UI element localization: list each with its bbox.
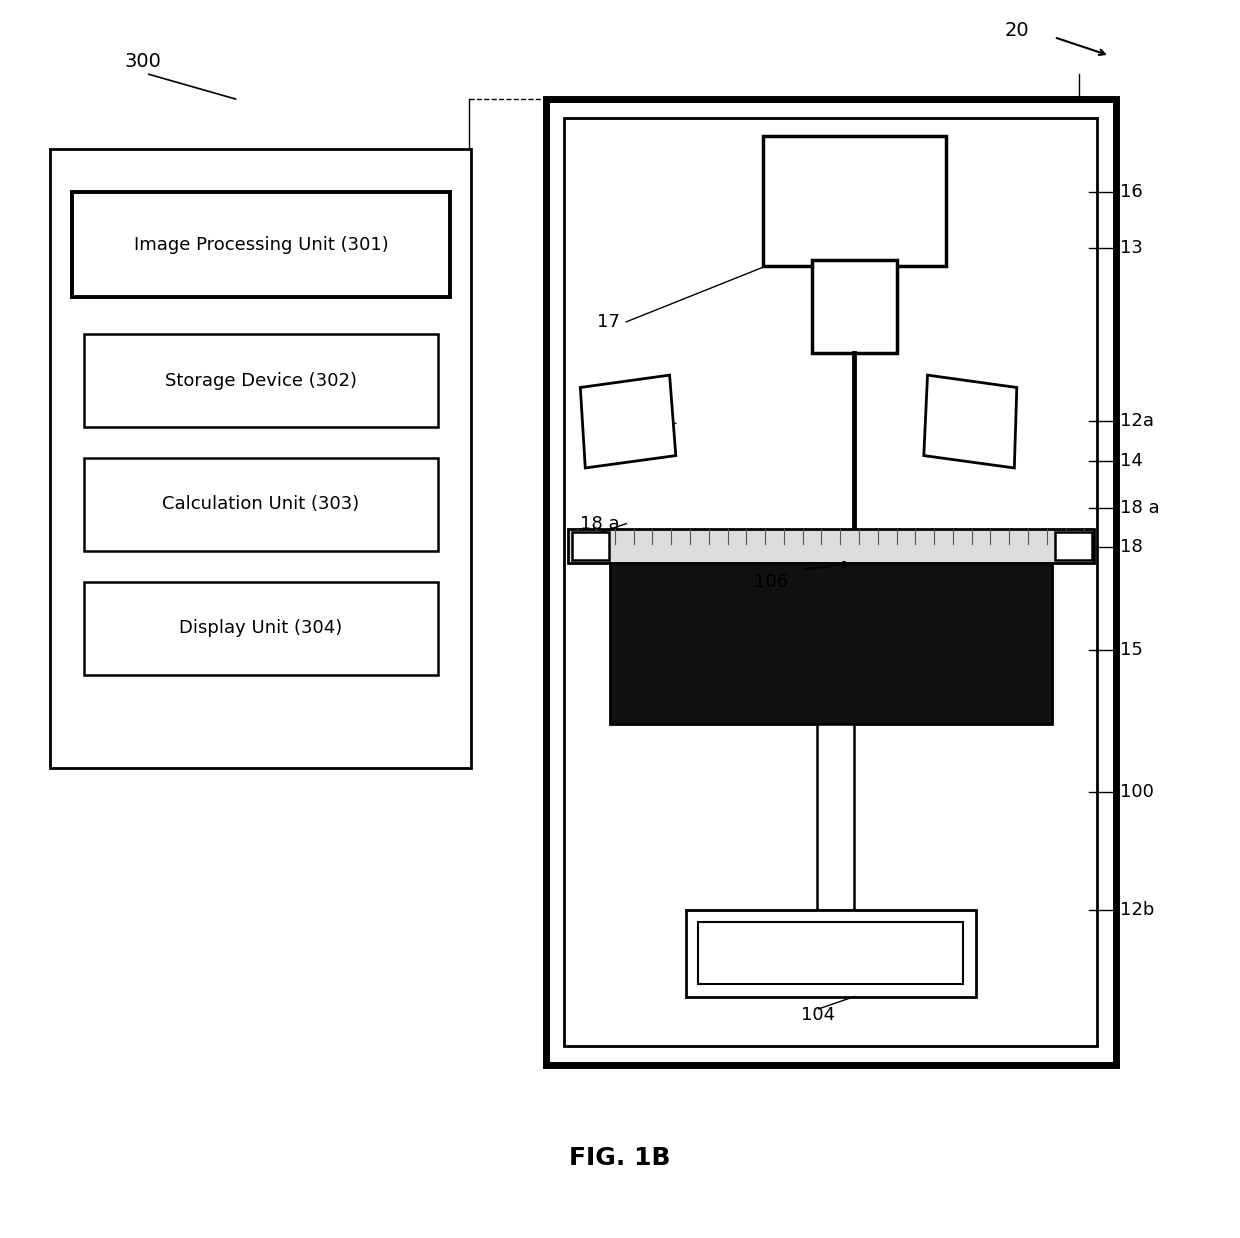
Text: 15: 15: [1120, 641, 1142, 659]
FancyBboxPatch shape: [763, 136, 946, 266]
Text: 18: 18: [1120, 539, 1142, 556]
Polygon shape: [580, 375, 676, 468]
FancyBboxPatch shape: [572, 532, 609, 560]
Text: 18 a: 18 a: [1120, 499, 1159, 516]
FancyBboxPatch shape: [50, 149, 471, 768]
FancyBboxPatch shape: [546, 99, 1116, 1065]
Text: 104: 104: [801, 1006, 836, 1024]
FancyBboxPatch shape: [686, 910, 976, 997]
FancyBboxPatch shape: [72, 192, 450, 297]
FancyBboxPatch shape: [84, 582, 438, 675]
Text: 16: 16: [1120, 183, 1142, 201]
FancyBboxPatch shape: [568, 529, 1094, 563]
FancyBboxPatch shape: [812, 260, 897, 353]
Text: 13: 13: [1120, 239, 1142, 256]
Text: 12a: 12a: [1120, 412, 1153, 430]
Text: 20: 20: [1004, 21, 1029, 41]
Text: 18 a: 18 a: [580, 515, 620, 532]
Text: 12b: 12b: [1120, 901, 1154, 919]
Text: Image Processing Unit (301): Image Processing Unit (301): [134, 235, 388, 254]
Text: 14: 14: [1120, 452, 1142, 469]
Text: FIG. 1B: FIG. 1B: [569, 1145, 671, 1170]
Text: Display Unit (304): Display Unit (304): [180, 619, 342, 638]
FancyBboxPatch shape: [698, 922, 963, 984]
Text: 100: 100: [1120, 784, 1153, 801]
FancyBboxPatch shape: [564, 118, 1097, 1046]
FancyBboxPatch shape: [84, 458, 438, 551]
Text: 106: 106: [754, 573, 789, 591]
FancyBboxPatch shape: [1055, 532, 1092, 560]
Text: Storage Device (302): Storage Device (302): [165, 371, 357, 390]
FancyBboxPatch shape: [817, 724, 854, 910]
Text: Calculation Unit (303): Calculation Unit (303): [162, 495, 360, 514]
Polygon shape: [924, 375, 1017, 468]
FancyBboxPatch shape: [610, 563, 1052, 724]
Text: 17: 17: [598, 313, 620, 331]
Text: 300: 300: [124, 52, 161, 72]
FancyBboxPatch shape: [84, 334, 438, 427]
Text: 12a: 12a: [587, 412, 620, 430]
